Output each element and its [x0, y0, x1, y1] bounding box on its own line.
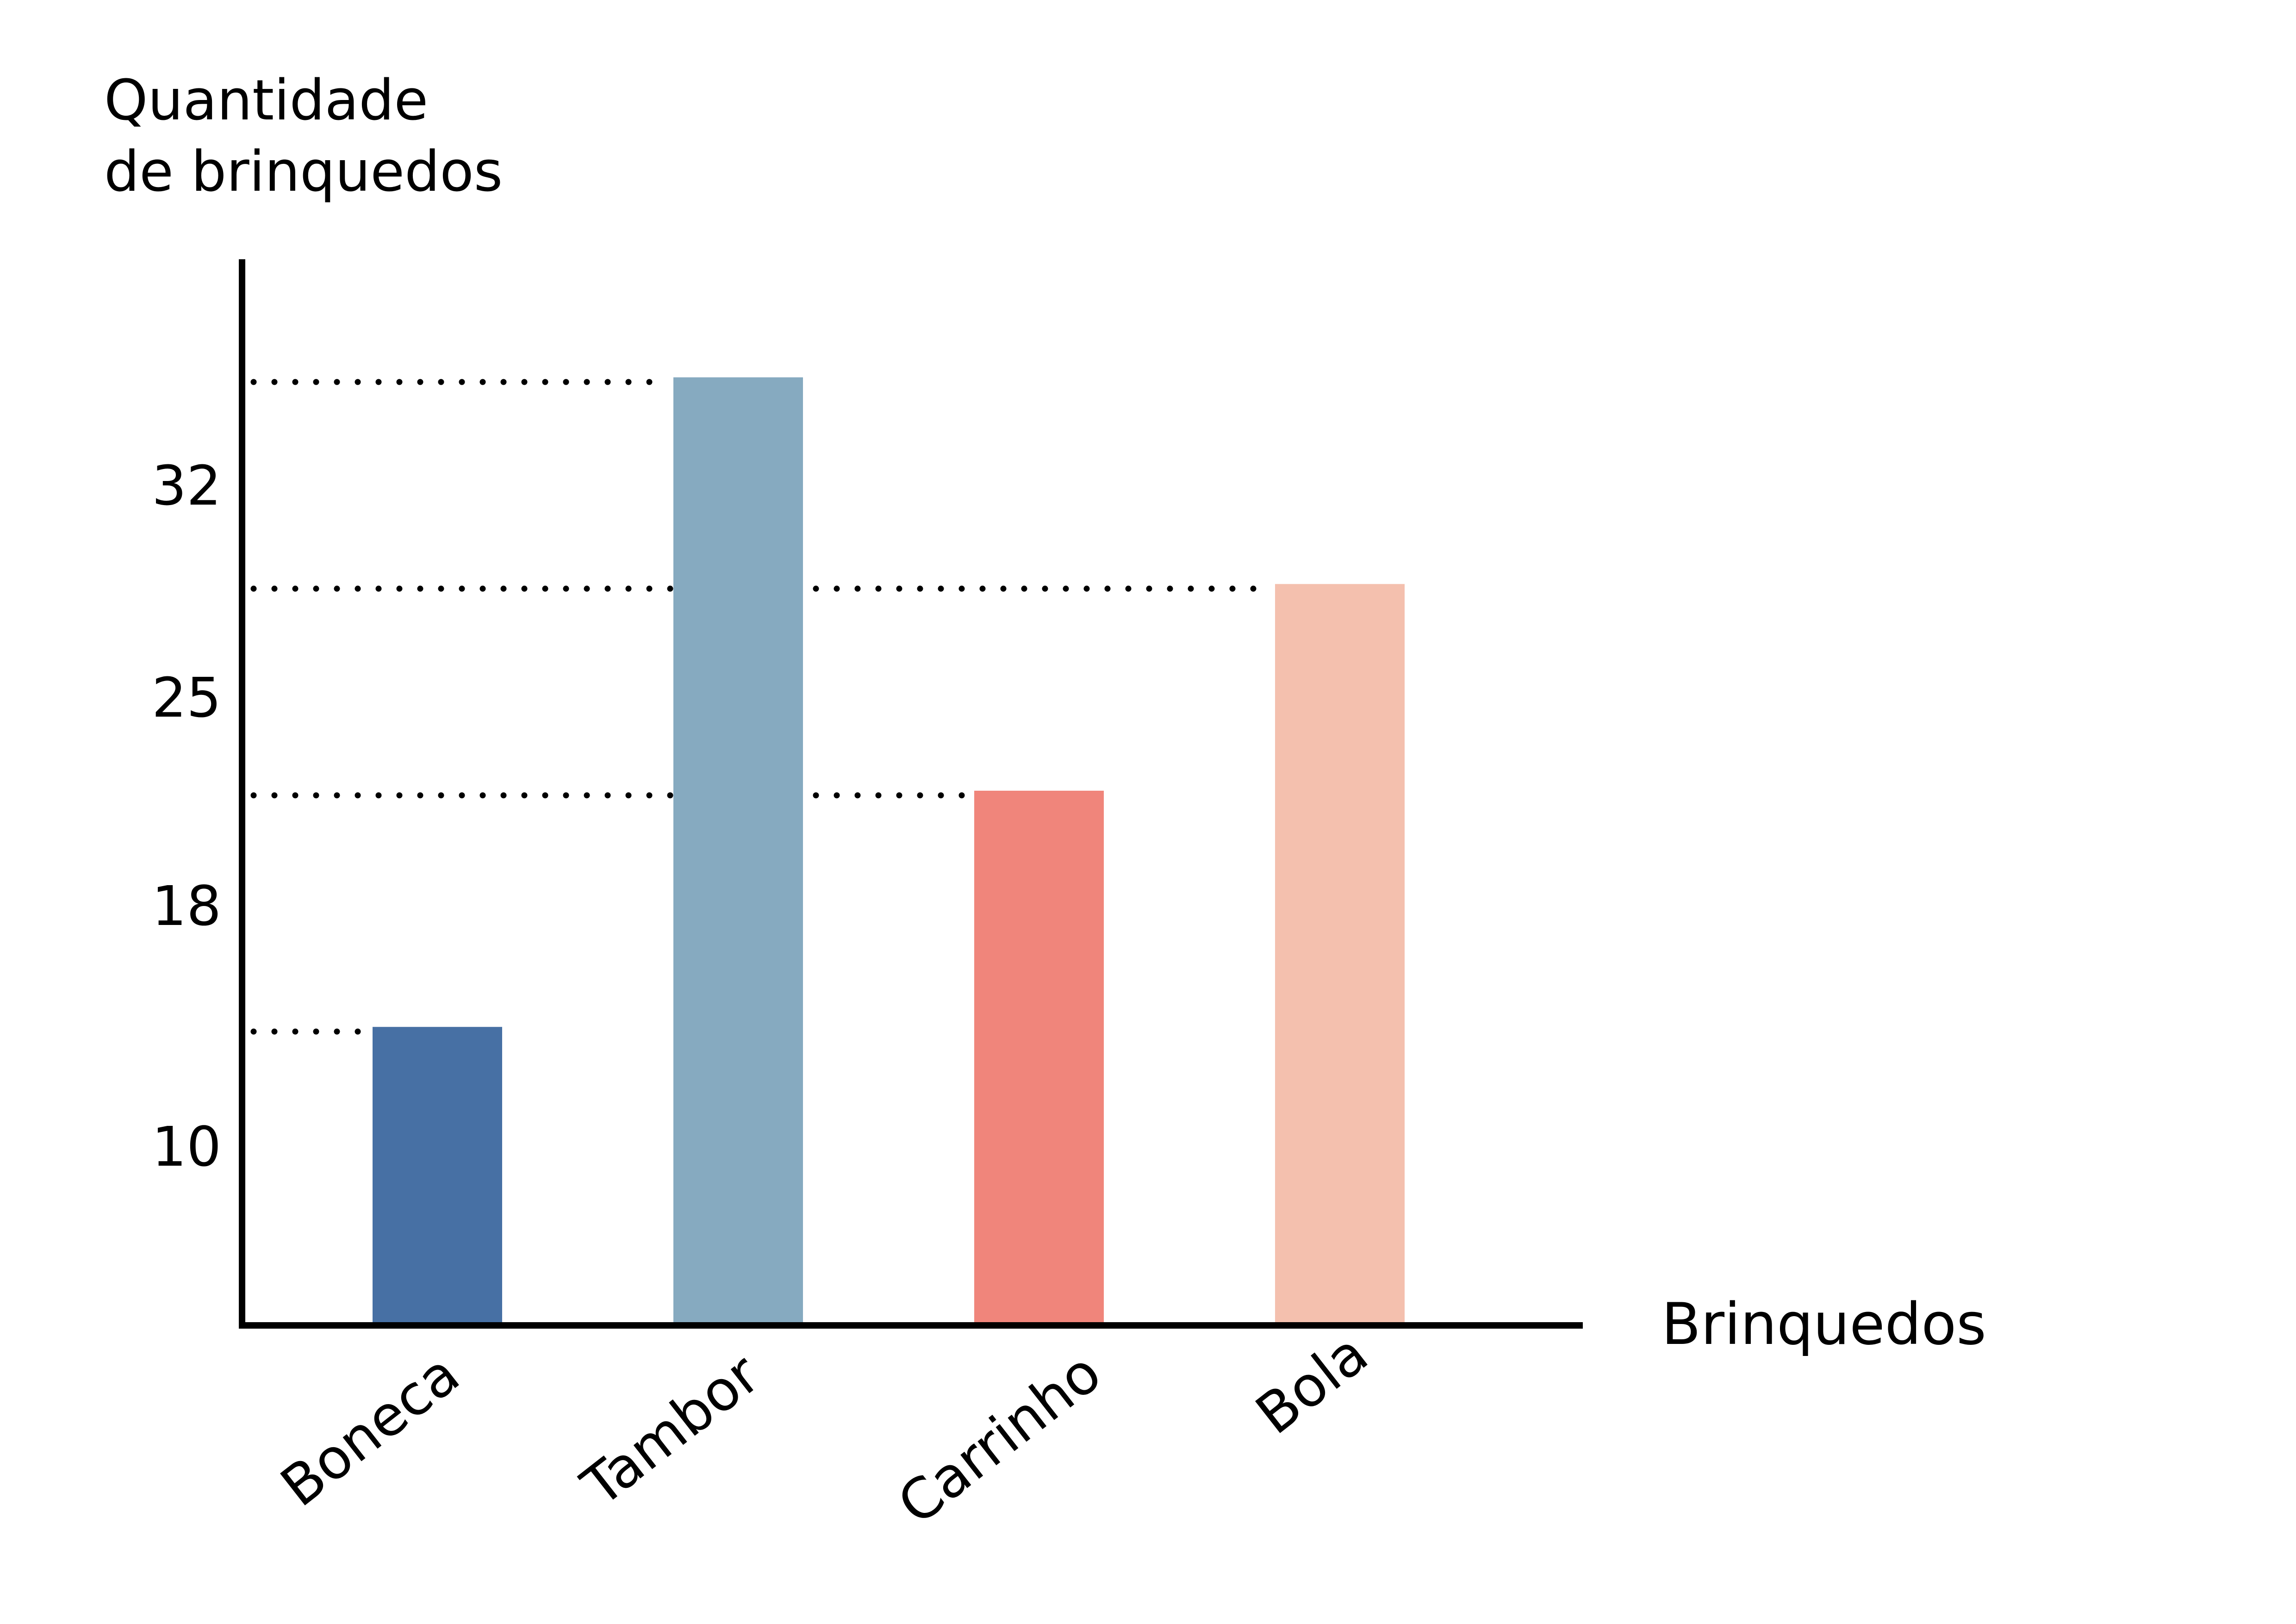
y-tick-label-32: 32: [152, 454, 221, 518]
y-tick-label-25: 25: [152, 666, 221, 730]
y-tick-label-10: 10: [152, 1115, 221, 1179]
dotted-guides: [250, 379, 1274, 1035]
bar-carrinho: [974, 791, 1104, 1322]
x-category-label-carrinho: Carrinho: [886, 1340, 1113, 1537]
x-category-label-bola: Bola: [1244, 1321, 1380, 1447]
bars: [373, 377, 1405, 1322]
bar-bola: [1275, 584, 1405, 1322]
x-category-label-boneca: Boneca: [269, 1342, 471, 1519]
x-category-label-tambor: Tambor: [570, 1342, 772, 1519]
x-axis-title: Brinquedos: [1661, 1291, 1986, 1358]
y-axis-title-line-1: Quantidade: [104, 69, 428, 133]
y-tick-label-18: 18: [152, 874, 221, 938]
y-axis-title-line-2: de brinquedos: [104, 140, 503, 204]
bar-tambor: [673, 377, 803, 1322]
bar-boneca: [373, 1027, 502, 1322]
